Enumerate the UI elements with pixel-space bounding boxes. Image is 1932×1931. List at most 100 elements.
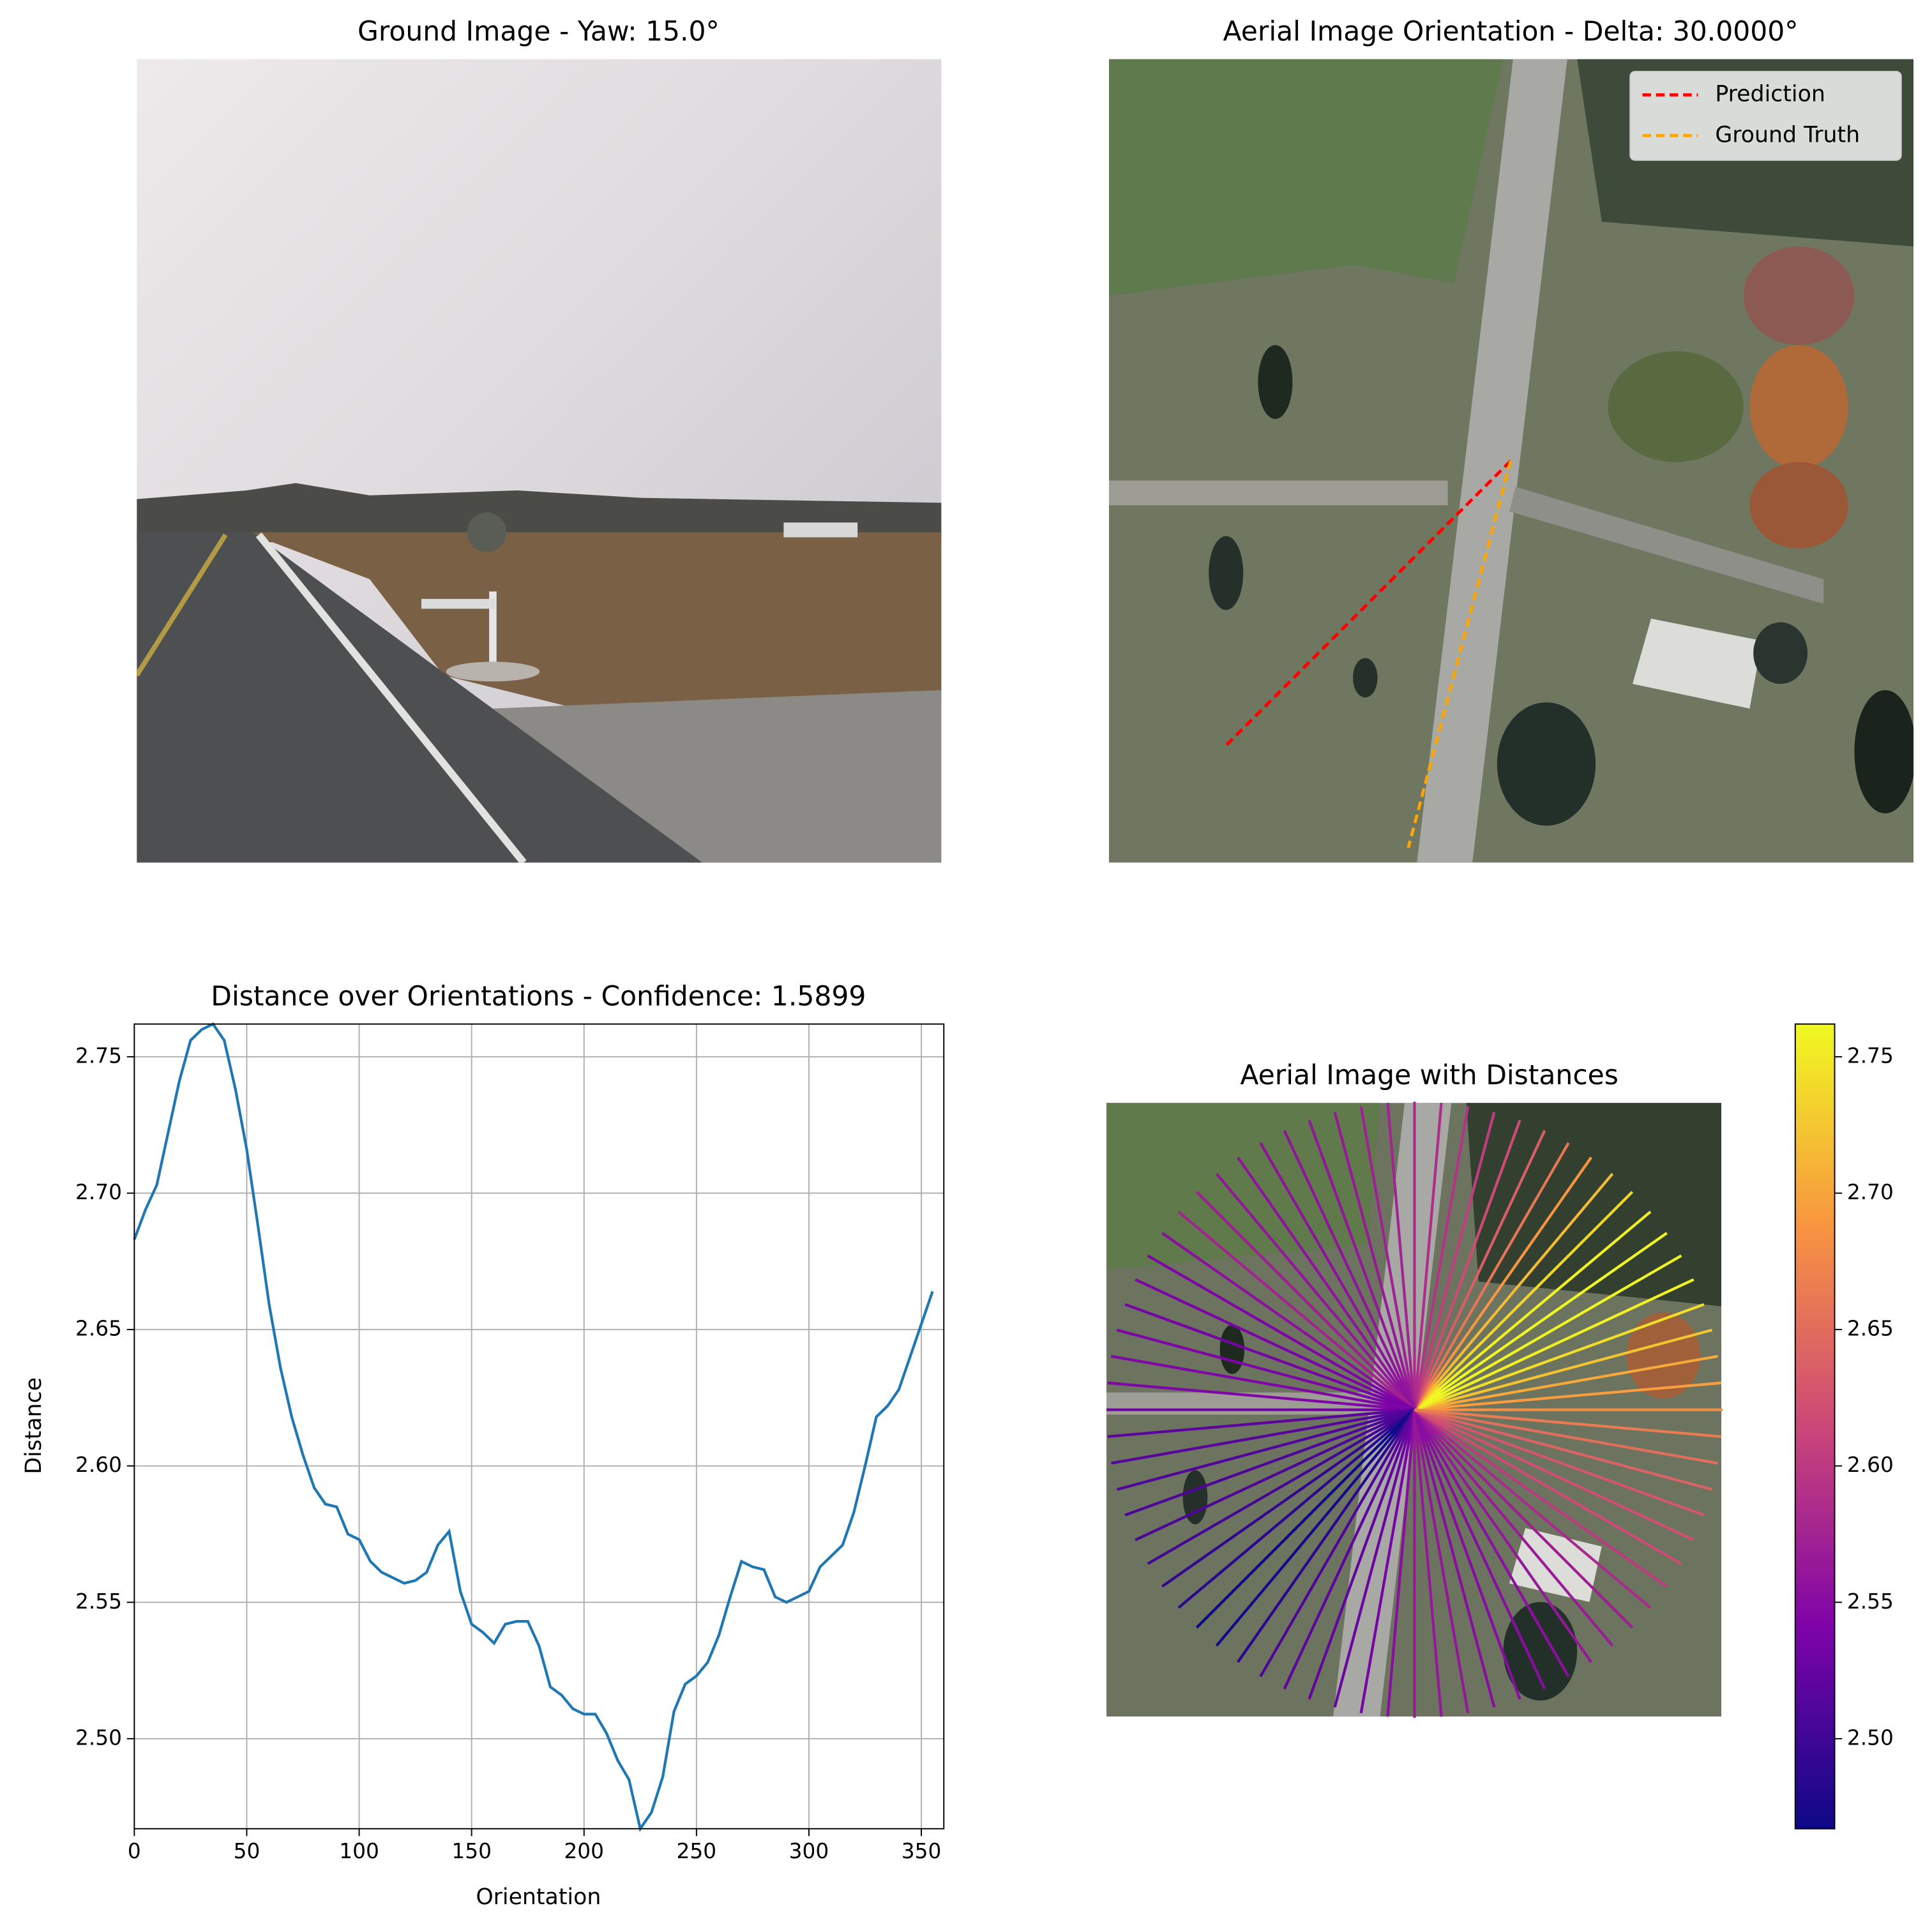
y-tick-label: 2.70 xyxy=(75,1180,122,1204)
distance-ray xyxy=(1414,1408,1682,1565)
distance-ray xyxy=(1413,1102,1443,1410)
distance-ray xyxy=(1135,1408,1415,1541)
distance-ray xyxy=(1413,1409,1592,1663)
y-tick-label: 2.75 xyxy=(75,1043,122,1068)
distance-ray xyxy=(1413,1409,1570,1677)
distance-ray xyxy=(1414,1210,1652,1411)
x-tick-label: 350 xyxy=(902,1839,942,1863)
distance-ray xyxy=(1116,1408,1415,1491)
x-tick-label: 0 xyxy=(128,1839,141,1863)
distance-ray xyxy=(1283,1130,1416,1411)
x-tick-label: 300 xyxy=(789,1839,829,1863)
distance-ray xyxy=(1386,1102,1416,1410)
distance-ray xyxy=(1413,1172,1614,1411)
distance-ray xyxy=(1195,1409,1415,1629)
distance-ray xyxy=(1414,1232,1668,1411)
distance-ray xyxy=(1413,1142,1570,1411)
distance-ray xyxy=(1236,1409,1416,1663)
orientation-line xyxy=(1407,460,1513,849)
distance-ray xyxy=(1413,1191,1634,1411)
distance-ray xyxy=(1333,1112,1416,1411)
distance-ray xyxy=(1147,1254,1415,1411)
distance-ray xyxy=(1135,1278,1415,1411)
distance-ray xyxy=(1124,1303,1415,1411)
distance-ray xyxy=(1236,1156,1416,1411)
x-axis-label: Orientation xyxy=(476,1884,601,1910)
y-tick-label: 2.65 xyxy=(75,1317,122,1341)
distance-ray xyxy=(1386,1409,1416,1717)
x-tick-label: 200 xyxy=(564,1839,604,1863)
distance-ray xyxy=(1215,1172,1416,1411)
distance-ray xyxy=(1414,1408,1705,1517)
distance-ray xyxy=(1161,1408,1415,1588)
colorbar-tick-label: 2.75 xyxy=(1847,1043,1894,1068)
ground-photo xyxy=(137,59,942,863)
distance-ray xyxy=(1161,1232,1415,1411)
aerial-distances-title: Aerial Image with Distances xyxy=(1240,1060,1619,1091)
distance-ray xyxy=(1110,1354,1415,1411)
distance-ray xyxy=(1414,1409,1652,1609)
distance-ray xyxy=(1333,1409,1416,1708)
distance-ray xyxy=(1283,1409,1416,1690)
distance-ray xyxy=(1414,1408,1668,1588)
legend-label: Ground Truth xyxy=(1715,122,1860,148)
distance-ray xyxy=(1308,1409,1416,1700)
distance-ray xyxy=(1259,1409,1416,1677)
distance-ray xyxy=(1359,1409,1416,1714)
distance-ray xyxy=(1107,1381,1415,1411)
distance-ray xyxy=(1195,1191,1415,1411)
distance-ray xyxy=(1413,1156,1592,1411)
ground-title: Ground Image - Yaw: 15.0° xyxy=(358,17,720,48)
distance-ray xyxy=(1259,1142,1416,1411)
distance-rays xyxy=(1106,1102,1723,1718)
y-axis-label: Distance xyxy=(21,1377,47,1474)
legend-label: Prediction xyxy=(1715,82,1825,107)
x-tick-label: 150 xyxy=(451,1839,492,1863)
colorbar-tick-label: 2.70 xyxy=(1847,1180,1894,1204)
distance-ray xyxy=(1308,1119,1416,1411)
x-tick-label: 50 xyxy=(234,1839,260,1863)
chart-title: Distance over Orientations - Confidence:… xyxy=(211,981,866,1013)
aerial-orientation-title: Aerial Image Orientation - Delta: 30.000… xyxy=(1223,17,1799,48)
distance-ray xyxy=(1414,1328,1713,1411)
y-tick-label: 2.55 xyxy=(75,1589,122,1614)
axes-frame xyxy=(133,1023,945,1829)
distance-ray xyxy=(1107,1408,1415,1438)
distance-ray xyxy=(1359,1106,1416,1411)
distance-ray xyxy=(1413,1409,1634,1629)
distance-ray xyxy=(1413,1409,1546,1690)
orientation-lines xyxy=(1225,460,1513,849)
distance-ray xyxy=(1110,1408,1415,1465)
colorbar-tick-label: 2.65 xyxy=(1847,1317,1894,1341)
colorbar-tick-label: 2.50 xyxy=(1847,1725,1894,1750)
distance-ray xyxy=(1116,1328,1415,1411)
distance-ray xyxy=(1177,1409,1415,1609)
y-tick-label: 2.50 xyxy=(75,1725,122,1750)
distance-ray xyxy=(1414,1408,1718,1465)
y-tick-label: 2.60 xyxy=(75,1453,122,1477)
distance-ray xyxy=(1414,1354,1718,1411)
distance-ray xyxy=(1177,1210,1415,1411)
colorbar xyxy=(1794,1023,1836,1829)
distance-ray xyxy=(1147,1408,1415,1565)
x-tick-label: 100 xyxy=(339,1839,379,1863)
x-tick-label: 250 xyxy=(677,1839,717,1863)
distance-ray xyxy=(1413,1106,1470,1411)
colorbar-tick-label: 2.55 xyxy=(1847,1589,1894,1614)
distance-ray xyxy=(1414,1408,1694,1541)
distance-ray xyxy=(1414,1408,1722,1438)
distance-ray xyxy=(1413,1112,1496,1411)
distance-ray xyxy=(1413,1409,1521,1700)
distance-ray xyxy=(1413,1409,1614,1647)
colorbar-tick-label: 2.60 xyxy=(1847,1453,1894,1477)
distance-ray xyxy=(1414,1303,1705,1411)
data-line xyxy=(133,1022,934,1833)
distance-ray xyxy=(1414,1381,1722,1411)
distance-ray xyxy=(1413,1130,1546,1411)
distance-ray xyxy=(1413,1409,1443,1717)
distance-ray xyxy=(1414,1278,1694,1411)
aerial-photo xyxy=(1108,59,1914,863)
distance-ray xyxy=(1124,1408,1415,1517)
